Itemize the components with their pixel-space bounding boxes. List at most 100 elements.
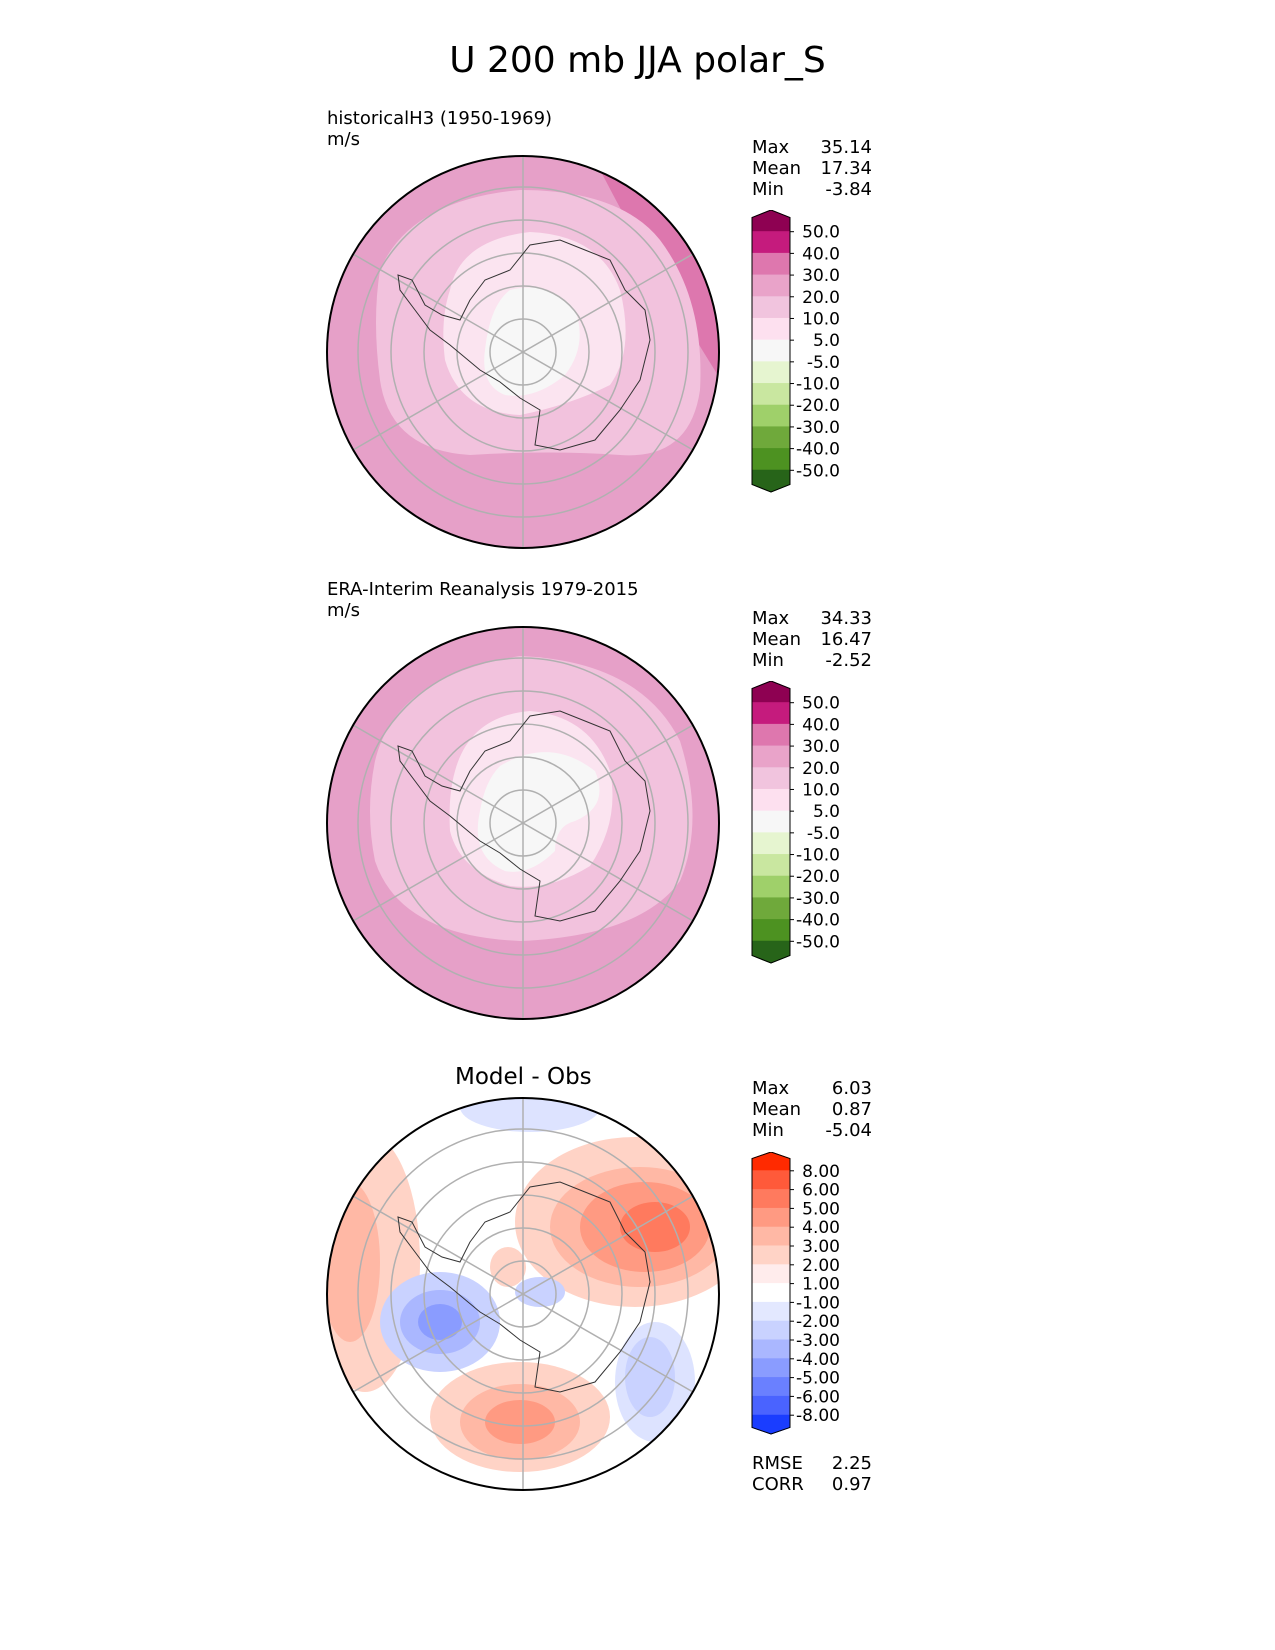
colorbar-cell	[751, 1152, 791, 1172]
panel-2-mean-value: 16.47	[820, 629, 872, 650]
colorbar-cell	[751, 1301, 791, 1322]
colorbar-tick-label: -50.0	[796, 461, 840, 481]
colorbar-tick-label: -30.0	[796, 418, 840, 438]
colorbar-cell	[751, 1170, 791, 1191]
colorbar-tick-label: -30.0	[796, 889, 840, 909]
panel-3-pos-center	[490, 1247, 526, 1287]
colorbar-tick-label: 10.0	[802, 780, 840, 800]
panel-1-core	[484, 287, 580, 396]
colorbar-cell	[751, 1320, 791, 1341]
panel-1-min-value: -3.84	[825, 179, 872, 200]
colorbar-tick-label: -6.00	[796, 1387, 840, 1407]
colorbar-cell	[751, 919, 791, 942]
panel-3-corr-label: CORR	[752, 1474, 804, 1495]
colorbar-tick-label: -5.00	[796, 1369, 840, 1389]
colorbar-cell	[751, 1414, 791, 1435]
figure-title: U 200 mb JJA polar_S	[449, 40, 826, 81]
panel-3-title: Model - Obs	[455, 1064, 592, 1090]
panel-3-pos-east-4	[620, 1202, 690, 1252]
panel-2-map	[326, 626, 720, 1020]
panel-3-frame	[326, 1097, 720, 1491]
colorbar-cell	[751, 1207, 791, 1228]
colorbar-tick-label: 20.0	[802, 759, 840, 779]
colorbar-tick-label: 8.00	[802, 1162, 840, 1182]
colorbar-cell	[751, 897, 791, 921]
colorbar-tick-label: -5.0	[807, 353, 840, 373]
panel-2-title: ERA-Interim Reanalysis 1979-2015	[327, 579, 639, 600]
colorbar-cell	[751, 702, 791, 725]
panel-3-rmse-value: 2.25	[831, 1453, 872, 1474]
colorbar-tick-label: -1.00	[796, 1293, 840, 1313]
colorbar-tick-label: -4.00	[796, 1350, 840, 1370]
panel-3-antarctica-coastline	[397, 1181, 651, 1393]
panel-1-title: historicalH3 (1950-1969)	[327, 108, 553, 129]
colorbar-tick-label: 2.00	[802, 1256, 840, 1276]
colorbar-cell	[751, 469, 791, 493]
colorbar-cell	[751, 1395, 791, 1416]
colorbar-cell	[751, 1358, 791, 1379]
colorbar-outline	[751, 681, 791, 964]
colorbar-cell	[751, 1245, 791, 1266]
panel-1-antarctica-coastline	[397, 239, 651, 451]
panel-3-neg-southeast-2	[625, 1337, 675, 1417]
panel-2-max-label: Max	[752, 608, 790, 629]
panel-1-max-value: 35.14	[820, 137, 872, 158]
panel-2-antarctica-coastline	[397, 710, 651, 922]
panel-1-units: m/s	[327, 129, 360, 150]
panel-3-colorbar: 8.006.005.004.003.002.001.00-1.00-2.00-3…	[751, 1152, 840, 1435]
panel-2-min-label: Min	[752, 650, 784, 671]
colorbar-cell	[751, 767, 791, 790]
panel-1-max-label: Max	[752, 137, 790, 158]
colorbar-tick-label: 3.00	[802, 1237, 840, 1257]
colorbar-tick-label: 5.0	[813, 331, 840, 351]
panel-1-mean-value: 17.34	[820, 158, 872, 179]
panel-3-neg-north	[460, 1098, 600, 1132]
panel-3-min-value: -5.04	[825, 1120, 872, 1141]
colorbar-cell	[751, 210, 791, 233]
panel-2-core	[477, 752, 600, 872]
panel-2-colorbar: 50.040.030.020.010.05.0-5.0-10.0-20.0-30…	[751, 681, 840, 964]
colorbar-cell	[751, 426, 791, 450]
colorbar-cell	[751, 1339, 791, 1360]
panel-1-mean-label: Mean	[752, 158, 802, 179]
colorbar-cell	[751, 745, 791, 769]
colorbar-tick-label: -10.0	[796, 375, 840, 395]
panel-3-max-label: Max	[752, 1078, 790, 1099]
panel-1-min-label: Min	[752, 179, 784, 200]
panel-1-map	[326, 155, 720, 549]
panel-3-pos-south-3	[485, 1400, 555, 1444]
colorbar-cell	[751, 1264, 791, 1285]
panel-3-neg-west-3	[418, 1304, 462, 1340]
panel-3-max-value: 6.03	[831, 1078, 872, 1099]
colorbar-tick-label: 50.0	[802, 694, 840, 714]
colorbar-tick-label: 1.00	[802, 1275, 840, 1295]
colorbar-cell	[751, 339, 791, 363]
panel-1-colorbar: 50.040.030.020.010.05.0-5.0-10.0-20.0-30…	[751, 210, 840, 493]
colorbar-cell	[751, 317, 791, 341]
colorbar-tick-label: -2.00	[796, 1312, 840, 1332]
colorbar-tick-label: 40.0	[802, 715, 840, 735]
colorbar-tick-label: -8.00	[796, 1406, 840, 1426]
colorbar-tick-label: -40.0	[796, 440, 840, 460]
panel-2-min-value: -2.52	[825, 650, 872, 671]
panel-2-frame	[326, 626, 720, 1020]
colorbar-tick-label: -20.0	[796, 396, 840, 416]
colorbar-tick-label: 5.0	[813, 802, 840, 822]
panel-3-mean-value: 0.87	[831, 1099, 872, 1120]
colorbar-tick-label: -10.0	[796, 846, 840, 866]
colorbar-cell	[751, 832, 791, 856]
panel-1-frame	[326, 155, 720, 549]
colorbar-cell	[751, 810, 791, 834]
panel-3-mean-label: Mean	[752, 1099, 802, 1120]
colorbar-cell	[751, 383, 791, 406]
colorbar-outline	[751, 210, 791, 493]
colorbar-cell	[751, 296, 791, 319]
colorbar-cell	[751, 1377, 791, 1397]
colorbar-tick-label: 4.00	[802, 1218, 840, 1238]
colorbar-cell	[751, 854, 791, 877]
colorbar-tick-label: 10.0	[802, 309, 840, 329]
colorbar-cell	[751, 404, 791, 428]
colorbar-cell	[751, 448, 791, 471]
colorbar-cell	[751, 274, 791, 298]
panel-2-units: m/s	[327, 600, 360, 621]
